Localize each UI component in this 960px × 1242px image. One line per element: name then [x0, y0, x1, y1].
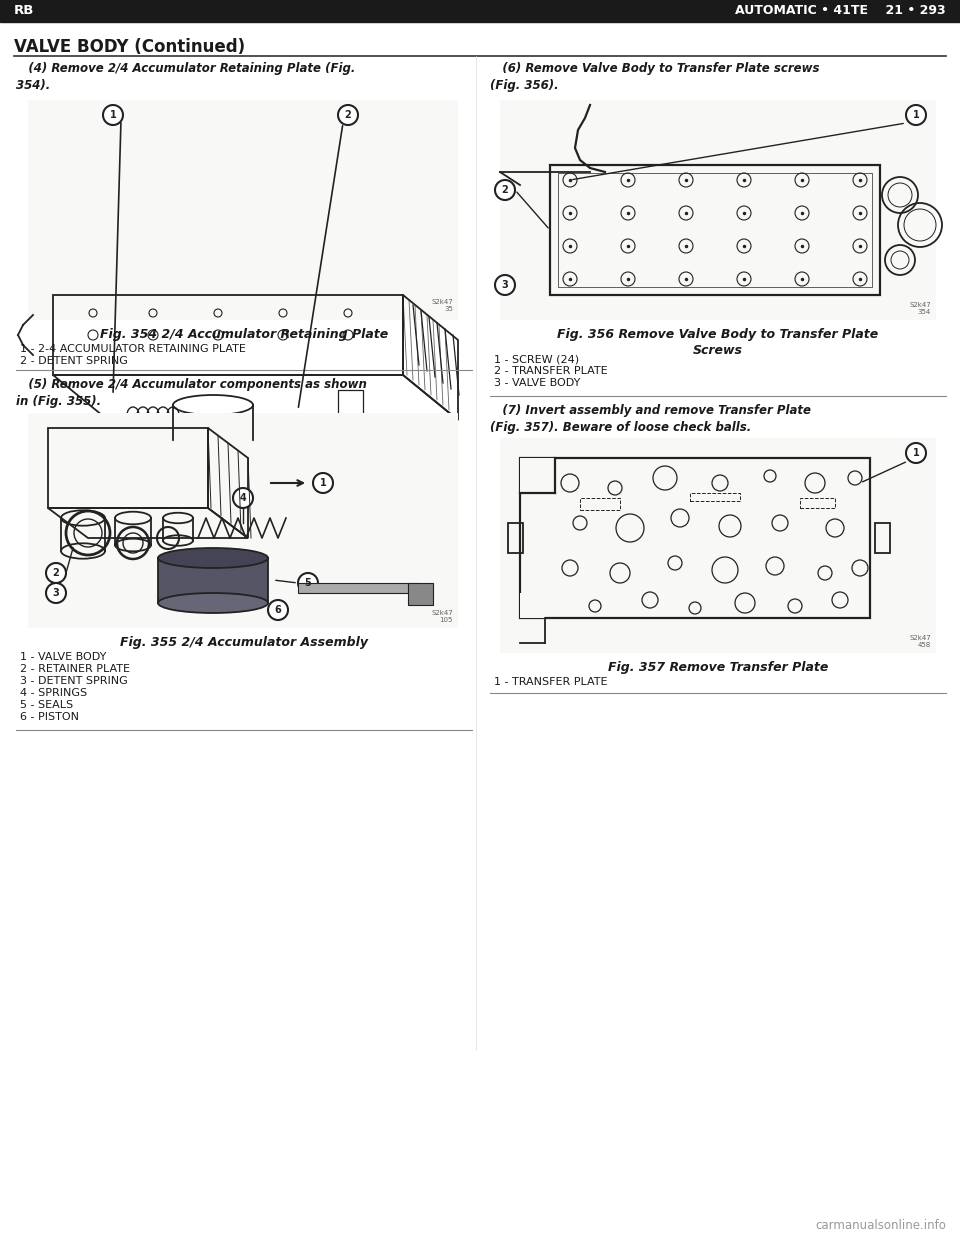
- Text: 3 - VALVE BODY: 3 - VALVE BODY: [494, 378, 581, 388]
- Bar: [520, 592, 545, 619]
- Bar: [520, 458, 870, 619]
- Text: 1: 1: [913, 111, 920, 120]
- Text: 1 - SCREW (24): 1 - SCREW (24): [494, 354, 579, 364]
- Text: S2k47
354: S2k47 354: [909, 302, 931, 315]
- Text: Fig. 355 2/4 Accumulator Assembly: Fig. 355 2/4 Accumulator Assembly: [120, 636, 368, 650]
- Text: 1 - 2-4 ACCUMULATOR RETAINING PLATE: 1 - 2-4 ACCUMULATOR RETAINING PLATE: [20, 344, 246, 354]
- Bar: [28, 101, 458, 320]
- Circle shape: [268, 600, 288, 620]
- Text: (6) Remove Valve Body to Transfer Plate screws
(Fig. 356).: (6) Remove Valve Body to Transfer Plate …: [490, 62, 820, 92]
- Bar: [28, 414, 458, 628]
- Ellipse shape: [158, 548, 268, 568]
- Text: S2k47
35: S2k47 35: [431, 299, 453, 312]
- Text: 4 - SPRINGS: 4 - SPRINGS: [20, 688, 87, 698]
- Text: 3 - DETENT SPRING: 3 - DETENT SPRING: [20, 676, 128, 686]
- Circle shape: [338, 106, 358, 125]
- Bar: [408, 582, 433, 605]
- Text: 2: 2: [345, 111, 351, 120]
- Bar: [0, 0, 960, 22]
- Text: 5 - SEALS: 5 - SEALS: [20, 700, 73, 710]
- Text: 6: 6: [275, 605, 281, 615]
- Text: S2k47
458: S2k47 458: [909, 635, 931, 648]
- Text: 1 - TRANSFER PLATE: 1 - TRANSFER PLATE: [494, 677, 608, 687]
- Text: Fig. 357 Remove Transfer Plate: Fig. 357 Remove Transfer Plate: [608, 661, 828, 674]
- Text: 2: 2: [502, 185, 509, 195]
- Text: (5) Remove 2/4 Accumulator components as shown
in (Fig. 355).: (5) Remove 2/4 Accumulator components as…: [16, 378, 367, 409]
- Text: (4) Remove 2/4 Accumulator Retaining Plate (Fig.
354).: (4) Remove 2/4 Accumulator Retaining Pla…: [16, 62, 355, 92]
- Bar: [800, 498, 835, 508]
- Bar: [875, 523, 890, 553]
- Text: RB: RB: [14, 5, 35, 17]
- Text: 5: 5: [304, 578, 311, 587]
- Text: 1 - VALVE BODY: 1 - VALVE BODY: [20, 652, 107, 662]
- Bar: [500, 101, 936, 320]
- Text: VALVE BODY (Continued): VALVE BODY (Continued): [14, 39, 245, 56]
- Bar: [158, 558, 268, 604]
- Bar: [508, 523, 523, 553]
- Circle shape: [46, 563, 66, 582]
- Text: 3: 3: [53, 587, 60, 597]
- Bar: [580, 498, 620, 510]
- Circle shape: [103, 106, 123, 125]
- Bar: [558, 173, 872, 287]
- Text: 4: 4: [240, 493, 247, 503]
- Circle shape: [906, 443, 926, 463]
- Text: 3: 3: [502, 279, 509, 289]
- Bar: [550, 165, 880, 296]
- Text: (7) Invert assembly and remove Transfer Plate
(Fig. 357). Beware of loose check : (7) Invert assembly and remove Transfer …: [490, 404, 811, 433]
- Circle shape: [233, 488, 253, 508]
- Text: 6 - PISTON: 6 - PISTON: [20, 712, 79, 722]
- Bar: [500, 438, 936, 653]
- Text: Fig. 354 2/4 Accumulator Retaining Plate: Fig. 354 2/4 Accumulator Retaining Plate: [100, 328, 388, 342]
- Ellipse shape: [158, 592, 268, 614]
- Bar: [338, 390, 363, 415]
- Text: 2 - TRANSFER PLATE: 2 - TRANSFER PLATE: [494, 366, 608, 376]
- Circle shape: [298, 573, 318, 592]
- Text: S2k47
105: S2k47 105: [431, 610, 453, 623]
- Text: 2 - DETENT SPRING: 2 - DETENT SPRING: [20, 356, 128, 366]
- Text: AUTOMATIC • 41TE    21 • 293: AUTOMATIC • 41TE 21 • 293: [735, 5, 946, 17]
- Circle shape: [906, 106, 926, 125]
- Text: 2: 2: [53, 568, 60, 578]
- Text: 1: 1: [913, 448, 920, 458]
- Circle shape: [313, 473, 333, 493]
- Circle shape: [495, 274, 515, 296]
- Text: 1: 1: [109, 111, 116, 120]
- Text: Fig. 356 Remove Valve Body to Transfer Plate
Screws: Fig. 356 Remove Valve Body to Transfer P…: [558, 328, 878, 356]
- Circle shape: [46, 582, 66, 604]
- Bar: [690, 493, 740, 501]
- Bar: [298, 582, 418, 592]
- Text: 2 - RETAINER PLATE: 2 - RETAINER PLATE: [20, 664, 130, 674]
- Bar: [520, 458, 555, 493]
- Text: carmanualsonline.info: carmanualsonline.info: [815, 1218, 946, 1232]
- Circle shape: [495, 180, 515, 200]
- Text: 1: 1: [320, 478, 326, 488]
